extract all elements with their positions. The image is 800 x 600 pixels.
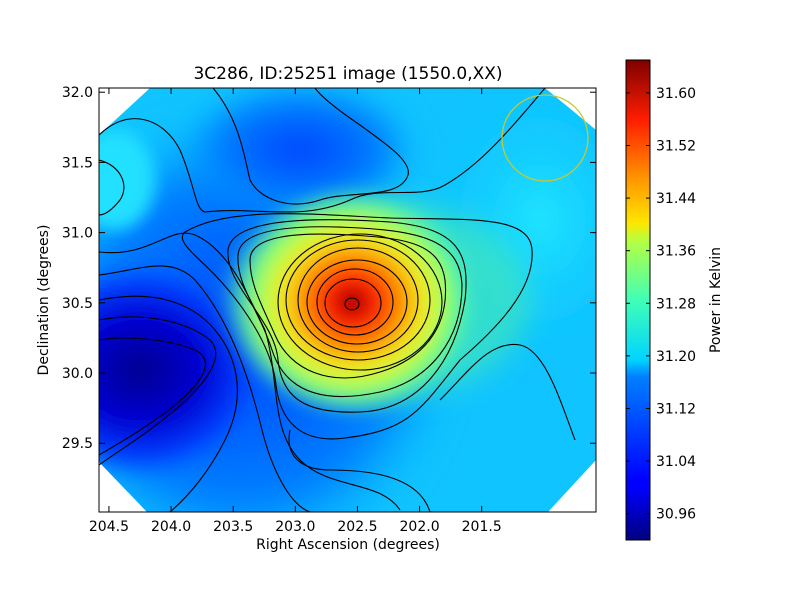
x-tick-label: 201.5	[462, 519, 502, 535]
contour-line	[227, 219, 467, 413]
contour-line	[324, 278, 382, 328]
colorbar-tick-label: 31.44	[656, 191, 696, 207]
contour-line	[306, 259, 408, 345]
colorbar-tick-label: 31.52	[656, 138, 696, 154]
contour-line	[99, 118, 206, 213]
x-tick-label: 203.5	[213, 519, 253, 535]
x-tick-label: 202.5	[337, 519, 377, 535]
contour-line	[237, 226, 463, 398]
colorbar-tick-label: 31.36	[656, 244, 696, 260]
y-tick-label: 32.0	[62, 85, 93, 101]
x-tick-label: 203.0	[275, 519, 315, 535]
contour-line	[99, 316, 217, 466]
contour-line	[285, 239, 431, 361]
y-tick-label: 30.5	[62, 296, 93, 312]
colorbar-label: Power in Kelvin	[708, 247, 724, 353]
colorbar-tick-label: 31.28	[656, 296, 696, 312]
contour-line	[99, 337, 206, 456]
colorbar-tick-label: 31.12	[656, 401, 696, 417]
x-axis-label: Right Ascension (degrees)	[256, 537, 440, 553]
colorbar-tick-label: 31.20	[656, 349, 696, 365]
colorbar-tick-label: 30.96	[656, 507, 696, 523]
y-tick-label: 30.0	[62, 366, 93, 382]
contour-line	[439, 343, 576, 441]
contour-lines	[99, 88, 576, 512]
contour-line	[288, 429, 431, 512]
contour-line	[99, 265, 311, 512]
contour-line	[99, 295, 238, 512]
contour-peak	[344, 297, 360, 311]
contour-line	[297, 247, 419, 353]
colorbar-tick-label: 31.04	[656, 454, 696, 470]
x-tick-label: 202.0	[400, 519, 440, 535]
colorbar-gradient	[625, 59, 651, 541]
y-tick-label: 31.0	[62, 226, 93, 242]
plot-area	[98, 87, 597, 513]
contour-line	[277, 233, 443, 371]
contour-line	[99, 159, 125, 216]
contour-line	[249, 233, 447, 379]
y-axis: 29.5 30.0 30.5 31.0 31.5 32.0	[62, 85, 596, 452]
beam-circle	[501, 94, 589, 182]
y-tick-label: 29.5	[62, 436, 93, 452]
contour-line	[204, 88, 546, 213]
plot-frame	[98, 87, 597, 513]
x-axis: 204.5 204.0 203.5 203.0 202.5 202.0 201.5	[89, 88, 502, 535]
x-tick-label: 204.0	[151, 519, 191, 535]
contour-line	[182, 213, 533, 440]
chart-title: 3C286, ID:25251 image (1550.0,XX)	[193, 64, 502, 84]
contour-line	[99, 232, 401, 511]
contour-line	[316, 268, 394, 336]
x-tick-label: 204.5	[89, 519, 129, 535]
colorbar: 30.96 31.04 31.12 31.20 31.28 31.36 31.44 31.52…	[625, 59, 724, 541]
colorbar-ticks: 30.96 31.04 31.12 31.20 31.28 31.36 31.44 31.52…	[626, 86, 696, 523]
y-tick-label: 31.5	[62, 155, 93, 171]
contour-line	[212, 88, 409, 205]
y-axis-label: Declination (degrees)	[36, 225, 52, 376]
colorbar-tick-label: 31.60	[656, 86, 696, 102]
